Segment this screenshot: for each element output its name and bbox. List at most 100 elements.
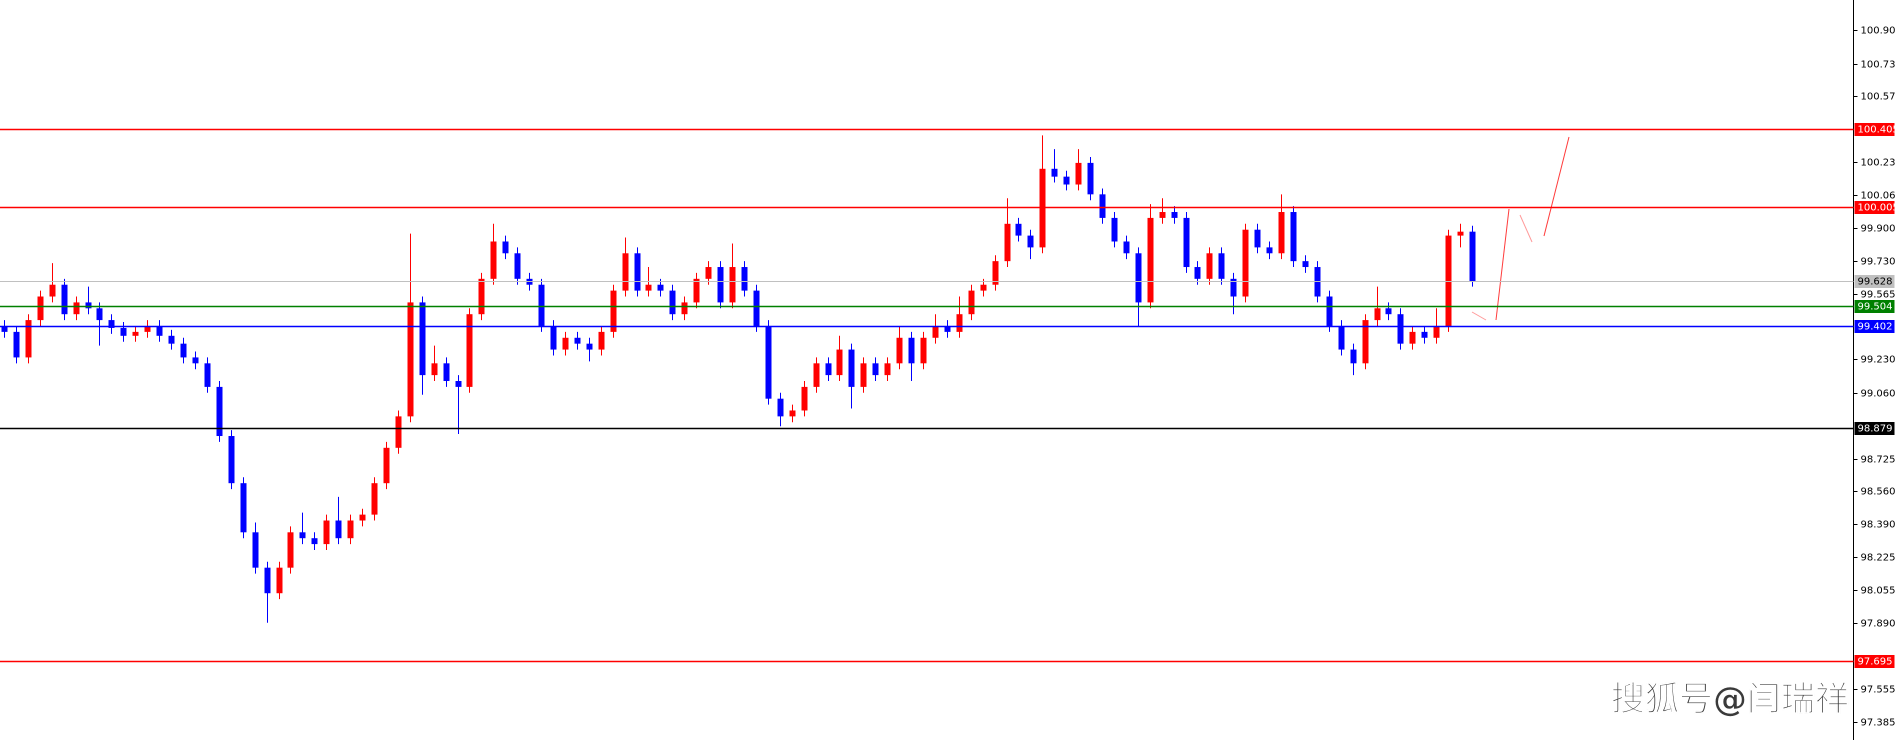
candle-body: [204, 363, 211, 387]
candle-body: [1374, 308, 1381, 321]
candle-body: [848, 349, 855, 387]
candle-body: [287, 532, 294, 568]
level-label: 97.695: [1858, 657, 1893, 668]
projection-lines: [1471, 136, 1570, 321]
candle-body: [598, 331, 605, 350]
candles: [1, 135, 1476, 623]
candle-body: [25, 320, 32, 358]
candle-body: [276, 567, 283, 594]
candle-body: [645, 284, 652, 291]
candle-body: [347, 520, 354, 539]
candle-body: [538, 284, 545, 326]
y-tick-label: 98.225: [1861, 553, 1895, 564]
candle-body: [252, 532, 259, 568]
candle-body: [765, 325, 772, 399]
candle-body: [443, 363, 450, 382]
candle-body: [502, 241, 509, 254]
projection-segment: [1495, 208, 1510, 321]
level-tag: [1854, 320, 1895, 333]
candle-body: [371, 483, 378, 515]
y-tick-label: 99.060: [1861, 389, 1895, 400]
candle-body: [466, 314, 473, 387]
y-tick-label: 100.735: [1861, 60, 1895, 71]
candle-body: [980, 284, 987, 291]
candle-body: [741, 267, 748, 291]
y-tick-label: 99.565: [1861, 290, 1895, 301]
candle-body: [896, 337, 903, 364]
candle-body: [693, 278, 700, 303]
candle-body: [156, 325, 163, 336]
projection-segment: [1519, 214, 1533, 243]
candle-body: [1123, 241, 1130, 254]
candle-body: [216, 386, 223, 437]
candle-body: [311, 538, 318, 545]
candle-body: [108, 320, 115, 328]
candle-body: [920, 337, 927, 364]
candle-body: [85, 302, 92, 309]
candle-body: [1445, 235, 1452, 326]
level-label: 99.628: [1858, 277, 1893, 288]
candle-body: [144, 325, 151, 332]
candle-body: [860, 363, 867, 387]
candle-body: [1254, 229, 1261, 248]
candle-body: [777, 398, 784, 417]
candle-body: [610, 290, 617, 332]
candle-body: [299, 532, 306, 539]
candle-body: [73, 302, 80, 315]
candle-body: [550, 325, 557, 350]
candle-body: [1290, 212, 1297, 262]
y-tick-label: 99.230: [1861, 355, 1895, 366]
candle-body: [574, 337, 581, 344]
candle-body: [825, 363, 832, 376]
candle-body: [419, 302, 426, 376]
candle-body: [1111, 217, 1118, 242]
candle-body: [717, 267, 724, 303]
candle-body: [1135, 253, 1142, 303]
candle-body: [1362, 320, 1369, 364]
y-tick-label: 100.065: [1861, 191, 1895, 202]
candle-body: [1397, 314, 1404, 344]
candle-body: [1350, 349, 1357, 364]
candle-body: [383, 447, 390, 484]
candle-body: [264, 567, 271, 594]
candle-body: [1266, 247, 1273, 254]
candle-body: [992, 261, 999, 285]
candle-body: [944, 325, 951, 332]
candle-body: [836, 349, 843, 376]
candle-body: [455, 381, 462, 387]
candle-body: [1159, 212, 1166, 218]
y-tick-label: 97.890: [1861, 619, 1895, 630]
y-tick-label: 99.730: [1861, 257, 1895, 268]
level-label: 100.005: [1858, 203, 1895, 214]
projection-segment: [1471, 311, 1487, 321]
candle-body: [1171, 212, 1178, 218]
level-tag: [1854, 201, 1895, 214]
candle-body: [240, 483, 247, 533]
candle-body: [323, 520, 330, 545]
y-tick-label: 97.385: [1861, 718, 1895, 729]
candle-body: [1051, 168, 1058, 177]
candle-body: [1075, 162, 1082, 185]
y-tick-label: 99.900: [1861, 224, 1895, 235]
candle-body: [586, 343, 593, 350]
y-tick-label: 100.905: [1861, 26, 1895, 37]
candle-body: [1326, 296, 1333, 326]
candle-body: [789, 410, 796, 417]
candle-body: [753, 290, 760, 326]
level-tag: [1854, 422, 1895, 435]
candle-body: [705, 267, 712, 279]
candle-body: [1206, 253, 1213, 279]
candle-body: [884, 363, 891, 376]
candle-body: [1421, 331, 1428, 338]
level-label: 100.405: [1858, 125, 1895, 136]
candle-body: [681, 302, 688, 315]
candle-body: [335, 520, 342, 539]
candle-body: [49, 284, 56, 297]
candle-body: [562, 337, 569, 350]
candle-body: [168, 335, 175, 344]
candle-body: [514, 253, 521, 279]
candle-body: [61, 284, 68, 315]
candle-body: [37, 296, 44, 321]
candle-body: [1385, 308, 1392, 315]
level-label: 98.879: [1858, 424, 1893, 435]
